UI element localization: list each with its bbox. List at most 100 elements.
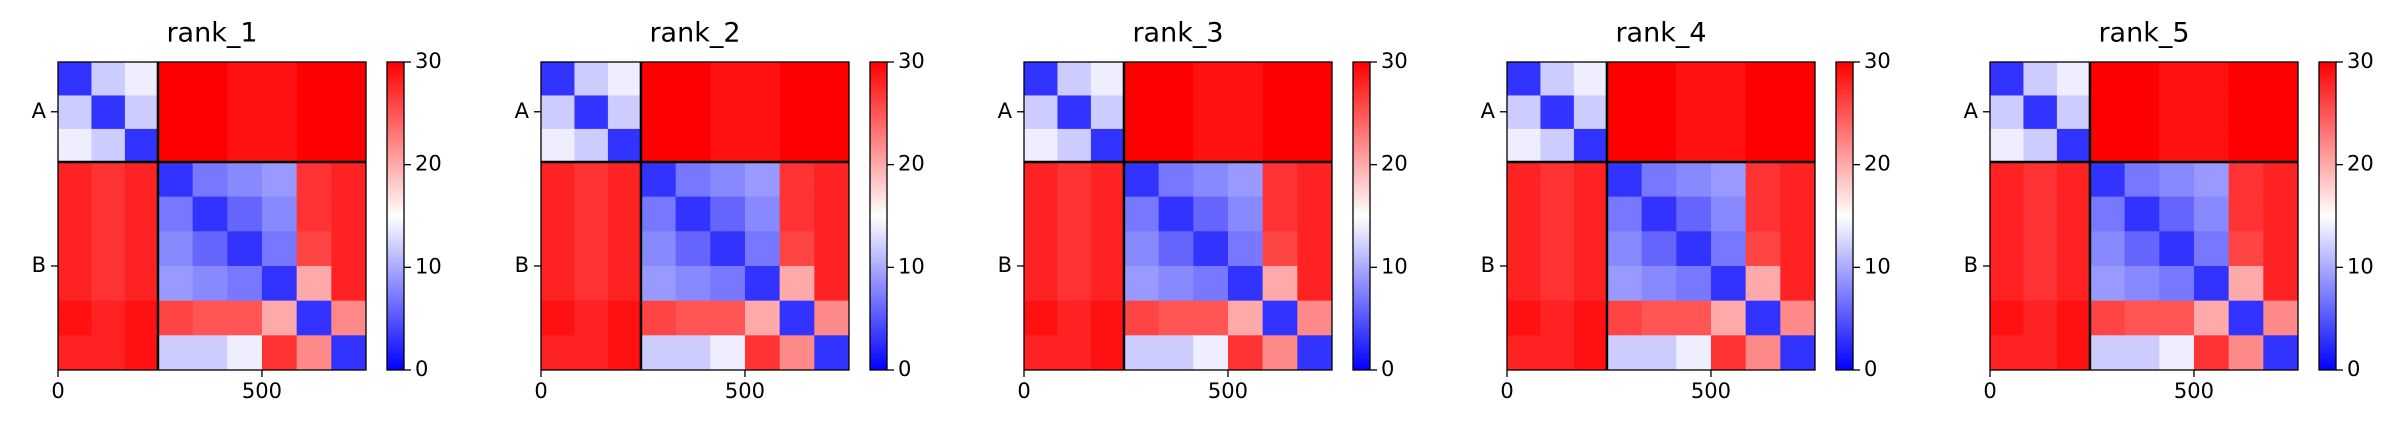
heat-cell	[2089, 335, 2126, 371]
heat-cell	[1710, 265, 1747, 302]
heat-cell	[2159, 335, 2195, 371]
heat-cell	[1507, 95, 1541, 130]
heat-cell	[1193, 128, 1229, 163]
heat-cell	[541, 335, 575, 371]
heat-cell	[1123, 128, 1160, 163]
heat-cell	[1573, 231, 1608, 267]
heat-cell	[2228, 161, 2264, 198]
heat-cell	[2159, 265, 2195, 302]
heat-cell	[1193, 161, 1229, 198]
heat-cell	[574, 265, 609, 302]
heat-cell	[574, 231, 609, 267]
heat-cell	[91, 335, 126, 371]
colorbar-tick-label: 20	[898, 152, 925, 176]
heat-cell	[1024, 196, 1058, 232]
heat-cell	[675, 335, 711, 371]
heat-cell	[261, 335, 298, 371]
heat-cell	[1193, 265, 1229, 302]
heat-cell	[541, 161, 575, 198]
heat-cell	[1297, 335, 1333, 371]
heat-cell	[744, 300, 781, 336]
heat-cell	[2228, 95, 2264, 130]
heat-cell	[1090, 335, 1125, 371]
heat-cell	[1297, 196, 1333, 232]
heat-cell	[1676, 300, 1712, 336]
heat-cell	[1540, 196, 1575, 232]
heat-cell	[1540, 95, 1575, 130]
heat-cell	[1123, 300, 1160, 336]
heat-cell	[1090, 300, 1125, 336]
heat-cell	[1297, 231, 1333, 267]
heat-cell	[261, 95, 298, 130]
heat-cell	[1193, 62, 1229, 96]
heat-cell	[1193, 231, 1229, 267]
heat-cell	[2228, 335, 2264, 371]
heat-cell	[2228, 265, 2264, 302]
heat-cell	[2263, 231, 2299, 267]
heat-cell	[2159, 128, 2195, 163]
heat-cell	[91, 161, 126, 198]
heat-cell	[2124, 265, 2160, 302]
heat-cell	[1057, 62, 1092, 96]
y-tick-label: B	[1964, 253, 1978, 277]
colorbar-tick-label: 10	[2347, 254, 2374, 278]
heat-cell	[607, 265, 642, 302]
heat-cell	[1990, 196, 2024, 232]
heat-cell	[779, 265, 815, 302]
heat-cell	[1745, 128, 1781, 163]
chart-title: rank_1	[166, 18, 257, 49]
colorbar	[2318, 61, 2337, 371]
heat-cell	[1057, 95, 1092, 130]
heat-cell	[710, 265, 746, 302]
heat-cell	[1641, 62, 1677, 96]
heat-cell	[296, 265, 332, 302]
heat-cell	[1227, 128, 1264, 163]
heat-cell	[1507, 128, 1541, 163]
heat-cell	[2193, 335, 2230, 371]
heat-cell	[2124, 62, 2160, 96]
heat-cell	[58, 196, 92, 232]
heat-cell	[1990, 231, 2024, 267]
heat-cell	[1024, 231, 1058, 267]
heat-cell	[675, 196, 711, 232]
heat-cell	[1676, 95, 1712, 130]
heat-cell	[2193, 300, 2230, 336]
heat-cell	[640, 62, 677, 96]
y-tick-label: B	[998, 253, 1012, 277]
heat-cell	[675, 231, 711, 267]
heat-cell	[1780, 95, 1816, 130]
heat-cell	[675, 300, 711, 336]
heat-cell	[1745, 265, 1781, 302]
heat-cell	[331, 231, 367, 267]
heat-cell	[1123, 231, 1160, 267]
heat-cell	[1158, 128, 1194, 163]
heat-cell	[227, 265, 263, 302]
heat-cell	[1606, 161, 1643, 198]
heat-cell	[1057, 128, 1092, 163]
x-tick-label: 0	[51, 379, 64, 403]
heat-cell	[640, 231, 677, 267]
heat-cell	[1227, 62, 1264, 96]
heat-cell	[744, 265, 781, 302]
heat-cell	[1641, 196, 1677, 232]
heat-cell	[331, 128, 367, 163]
heat-cell	[296, 161, 332, 198]
heat-cell	[779, 95, 815, 130]
heat-cell	[710, 300, 746, 336]
heat-cell	[1573, 62, 1608, 96]
heat-cell	[1710, 335, 1747, 371]
heat-cell	[1507, 196, 1541, 232]
heat-cell	[2124, 335, 2160, 371]
heat-cell	[1507, 231, 1541, 267]
heat-cell	[157, 196, 194, 232]
colorbar	[386, 61, 405, 371]
heat-cell	[2263, 335, 2299, 371]
heat-cell	[1507, 300, 1541, 336]
heat-cell	[1641, 231, 1677, 267]
heat-cell	[124, 300, 159, 336]
heat-cell	[2089, 95, 2126, 130]
heat-cell	[227, 128, 263, 163]
heat-cell	[2023, 196, 2058, 232]
heat-cell	[1710, 95, 1747, 130]
